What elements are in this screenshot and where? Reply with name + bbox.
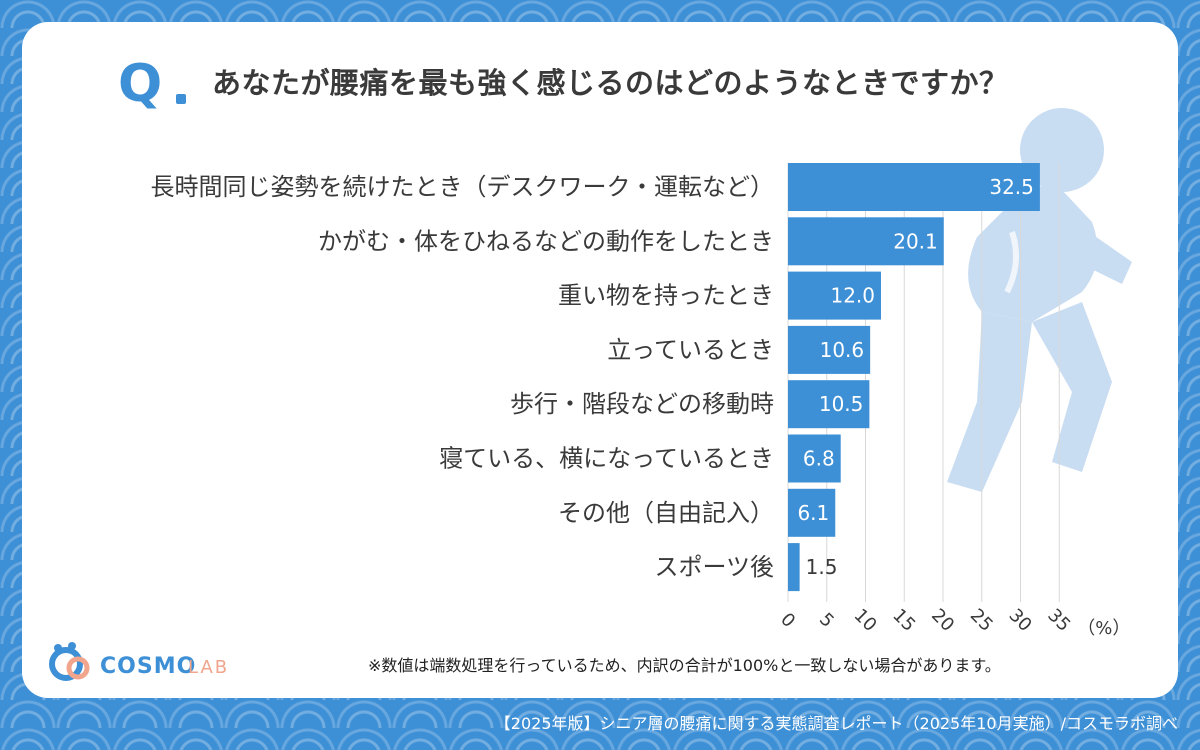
- category-label: 寝ている、横になっているとき: [439, 445, 774, 473]
- bar: [788, 271, 881, 320]
- x-tick-label: 20: [927, 605, 958, 636]
- content-card: Q あなたが腰痛を最も強く感じるのはどのようなときですか？ 長時間同じ姿勢を続け…: [22, 22, 1178, 698]
- x-tick-label: 25: [966, 605, 997, 636]
- value-label: 32.5: [989, 175, 1034, 199]
- bar: [788, 543, 800, 592]
- back-pain-person-illustration: [947, 108, 1132, 492]
- cosmo-lab-logo: COSMO LAB: [49, 642, 229, 681]
- bar-chart: 長時間同じ姿勢を続けたとき（デスクワーク・運転など） 32.5 かがむ・体をひねるな…: [150, 163, 1130, 639]
- value-label: 12.0: [830, 284, 875, 308]
- bar: [788, 325, 871, 374]
- bar: [788, 217, 944, 266]
- category-label: かがむ・体をひねるなどの動作をしたとき: [318, 227, 774, 255]
- category-label: その他（自由記入）: [558, 499, 774, 527]
- value-label: 6.8: [803, 447, 835, 471]
- category-label: 立っているとき: [607, 336, 774, 364]
- bar: [788, 380, 870, 429]
- x-unit-label: （%）: [1077, 618, 1130, 639]
- category-label: 歩行・階段などの移動時: [510, 390, 774, 418]
- question-q-mark: Q: [118, 54, 163, 114]
- rounding-note: ※数値は端数処理を行っているため、内訳の合計が100%と一致しない場合があります…: [368, 656, 1001, 675]
- logo-brand: COSMO: [100, 654, 196, 679]
- question-title: あなたが腰痛を最も強く感じるのはどのようなときですか？: [212, 66, 1009, 100]
- bar: [788, 488, 836, 537]
- value-label: 10.5: [819, 392, 864, 416]
- x-tick-label: 35: [1043, 605, 1074, 636]
- x-tick-label: 5: [815, 609, 838, 632]
- bar: [788, 434, 841, 483]
- value-label: 1.5: [806, 555, 838, 579]
- bar: [788, 163, 1040, 211]
- value-label: 20.1: [893, 229, 938, 253]
- value-label: 6.1: [797, 501, 829, 525]
- question-q-dot: [176, 94, 186, 104]
- logo-sub: LAB: [188, 657, 229, 678]
- category-label: 重い物を持ったとき: [558, 282, 774, 310]
- x-tick-label: 30: [1005, 605, 1036, 636]
- x-tick-label: 0: [776, 609, 799, 632]
- value-label: 10.6: [820, 338, 865, 362]
- footer-source: 【2025年版】シニア層の腰痛に関する実態調査レポート（2025年10月実施）/…: [494, 714, 1178, 733]
- category-label: 長時間同じ姿勢を続けたとき（デスクワーク・運転など）: [150, 173, 774, 201]
- x-tick-label: 15: [888, 605, 919, 636]
- x-tick-label: 10: [850, 605, 881, 636]
- category-label: スポーツ後: [654, 553, 774, 581]
